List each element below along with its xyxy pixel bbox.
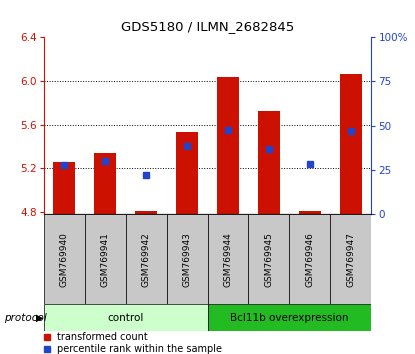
Text: GSM769941: GSM769941 <box>100 232 110 287</box>
Bar <box>299 211 321 214</box>
Bar <box>135 211 157 214</box>
Bar <box>44 214 85 304</box>
Bar <box>85 214 126 304</box>
Text: GSM769944: GSM769944 <box>224 232 232 287</box>
Bar <box>249 214 290 304</box>
Bar <box>330 214 371 304</box>
Text: GSM769946: GSM769946 <box>305 232 315 287</box>
Bar <box>208 214 249 304</box>
Text: transformed count: transformed count <box>57 332 147 342</box>
Text: GSM769943: GSM769943 <box>183 232 191 287</box>
Bar <box>217 76 239 214</box>
Text: control: control <box>107 313 144 323</box>
Bar <box>339 74 362 214</box>
Bar <box>53 162 76 214</box>
Text: GSM769945: GSM769945 <box>264 232 273 287</box>
Bar <box>94 153 116 214</box>
Bar <box>290 214 330 304</box>
Bar <box>126 214 166 304</box>
Text: GSM769942: GSM769942 <box>142 232 151 287</box>
Text: GSM769940: GSM769940 <box>60 232 68 287</box>
Text: Bcl11b overexpression: Bcl11b overexpression <box>230 313 349 323</box>
Bar <box>166 214 208 304</box>
Bar <box>176 132 198 214</box>
Bar <box>258 112 280 214</box>
Text: percentile rank within the sample: percentile rank within the sample <box>57 344 222 354</box>
Title: GDS5180 / ILMN_2682845: GDS5180 / ILMN_2682845 <box>121 20 294 33</box>
Text: protocol: protocol <box>4 313 47 323</box>
Bar <box>44 304 208 331</box>
Text: GSM769947: GSM769947 <box>347 232 355 287</box>
Text: ▶: ▶ <box>36 313 43 323</box>
Bar <box>208 304 371 331</box>
